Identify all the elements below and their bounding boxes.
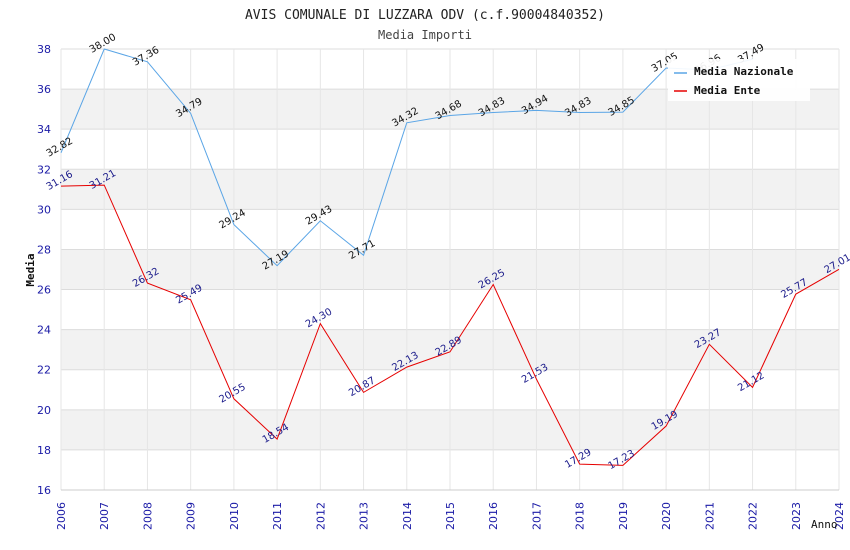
x-tick-label: 2020 xyxy=(660,502,673,530)
x-tick-label: 2023 xyxy=(790,502,803,530)
y-tick-label: 28 xyxy=(37,243,51,256)
y-tick-label: 22 xyxy=(37,364,51,377)
y-tick-label: 24 xyxy=(37,324,51,337)
x-tick-label: 2008 xyxy=(141,502,154,530)
x-tick-label: 2007 xyxy=(98,502,111,530)
series-lines xyxy=(60,48,840,466)
x-tick-label: 2024 xyxy=(833,502,846,530)
legend-background xyxy=(668,59,810,101)
legend: Media Nazionale Media Ente xyxy=(668,59,810,101)
x-tick-label: 2016 xyxy=(487,502,500,530)
y-tick-label: 32 xyxy=(37,163,51,176)
x-tick-label: 2015 xyxy=(444,502,457,530)
x-tick-label: 2011 xyxy=(271,502,284,530)
y-tick-label: 16 xyxy=(37,484,51,497)
x-tick-label: 2021 xyxy=(703,502,716,530)
y-tick-label: 36 xyxy=(37,83,51,96)
x-tick-label: 2013 xyxy=(358,502,371,530)
y-axis-label: Media xyxy=(24,253,37,286)
x-tick-label: 2022 xyxy=(747,502,760,530)
x-tick-label: 2010 xyxy=(228,502,241,530)
x-tick-label: 2017 xyxy=(530,502,543,530)
y-tick-label: 34 xyxy=(37,123,51,136)
y-tick-label: 26 xyxy=(37,284,51,297)
chart-subtitle: Media Importi xyxy=(378,28,472,42)
series-line-media-nazionale xyxy=(60,48,753,267)
series-line-media-ente xyxy=(60,184,840,466)
x-tick-label: 2012 xyxy=(314,502,327,530)
y-tick-label: 30 xyxy=(37,203,51,216)
x-tick-label: 2019 xyxy=(617,502,630,530)
legend-label-media-ente: Media Ente xyxy=(694,84,761,97)
x-axis-ticks: 2006 2007 2008 2009 2010 2011 2012 2013 2014 2015… xyxy=(55,502,846,530)
y-axis-ticks: 16 18 20 22 24 26 28 30 32 34 36 38 xyxy=(37,43,51,497)
chart-title: AVIS COMUNALE DI LUZZARA ODV (c.f.900048… xyxy=(245,8,605,23)
legend-label-media-nazionale: Media Nazionale xyxy=(694,65,794,78)
x-tick-label: 2018 xyxy=(574,502,587,530)
x-axis-label: Anno xyxy=(811,518,838,531)
x-tick-label: 2009 xyxy=(185,502,198,530)
y-tick-label: 38 xyxy=(37,43,51,56)
y-tick-label: 18 xyxy=(37,444,51,457)
x-tick-label: 2014 xyxy=(401,502,414,530)
y-tick-label: 20 xyxy=(37,404,51,417)
x-tick-label: 2006 xyxy=(55,502,68,530)
